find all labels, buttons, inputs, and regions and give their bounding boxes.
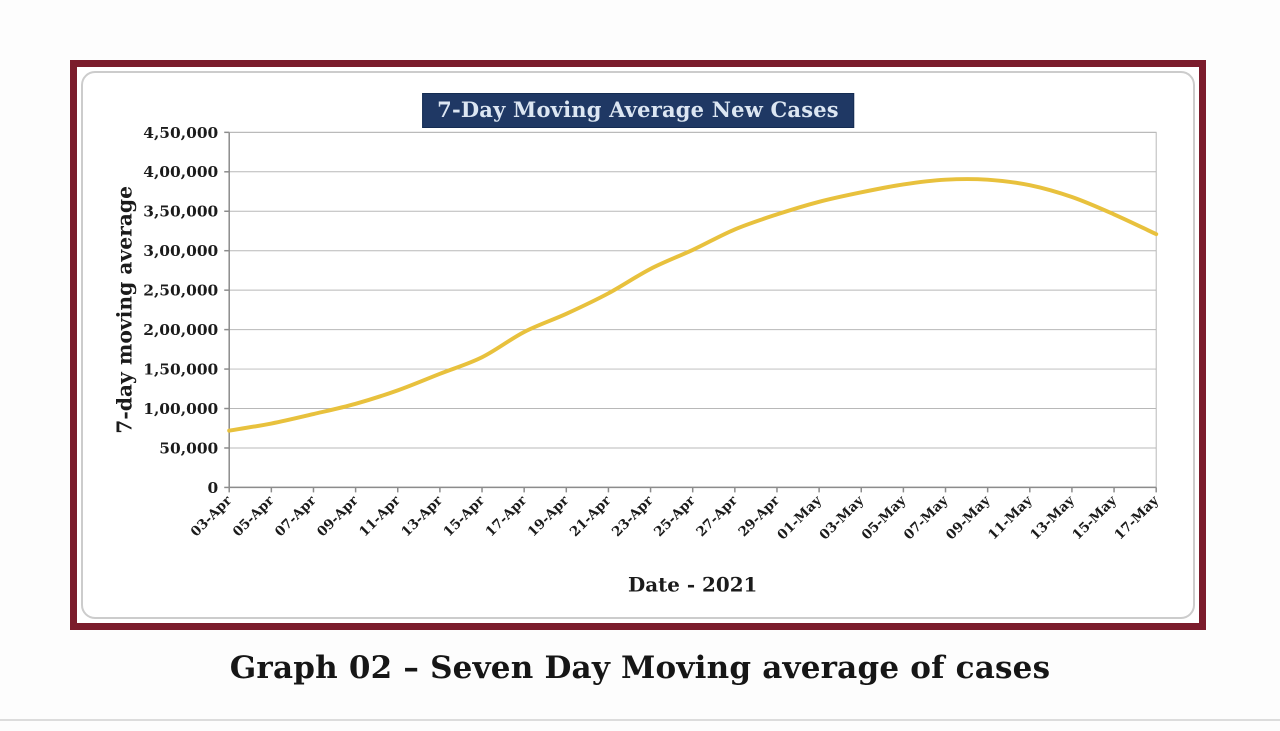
plot-border <box>228 131 1157 488</box>
x-tick-label: 27-Apr <box>693 492 741 540</box>
y-tick-label: 1,00,000 <box>143 400 218 418</box>
y-tick-label: 4,00,000 <box>143 163 218 181</box>
y-axis-title: 7-day moving average <box>113 186 137 434</box>
x-tick-label: 15-May <box>1069 492 1121 543</box>
x-tick-label: 09-May <box>943 492 995 543</box>
x-tick-label: 13-Apr <box>398 492 446 540</box>
x-tick-label: 19-Apr <box>525 492 573 540</box>
x-tick-label: 07-May <box>901 492 953 543</box>
y-tick-label: 3,00,000 <box>143 242 218 260</box>
y-tick-label: 2,50,000 <box>143 282 218 300</box>
chart-title-box: 7-Day Moving Average New Cases <box>422 93 854 128</box>
x-tick-label: 13-May <box>1027 492 1079 543</box>
x-tick-label: 05-May <box>859 492 911 543</box>
y-tick-label: 0 <box>208 479 219 497</box>
x-tick-label: 03-May <box>816 492 868 543</box>
x-tick-label: 11-Apr <box>356 492 404 540</box>
x-axis-title: Date - 2021 <box>628 572 757 596</box>
y-tick-label: 50,000 <box>159 439 218 457</box>
chart-frame: 7-Day Moving Average New Cases 0 50,000 1,… <box>70 60 1206 630</box>
x-tick-label: 17-Apr <box>483 492 531 540</box>
x-tick-label: 17-May <box>1111 492 1163 543</box>
chart-title-text: 7-Day Moving Average New Cases <box>437 97 839 122</box>
bottom-divider <box>0 719 1280 721</box>
y-tick-label: 3,50,000 <box>143 203 218 221</box>
y-tick-label: 1,50,000 <box>143 361 218 379</box>
y-tick-label: 4,50,000 <box>143 124 218 142</box>
x-tick-label: 21-Apr <box>567 492 615 540</box>
x-tick-label: 05-Apr <box>230 492 278 540</box>
y-tick-label: 2,00,000 <box>143 321 218 339</box>
chart-panel: 7-Day Moving Average New Cases 0 50,000 1,… <box>81 71 1195 619</box>
figure-caption: Graph 02 – Seven Day Moving average of c… <box>229 650 1051 686</box>
series-line <box>227 177 1159 433</box>
x-tick-label: 25-Apr <box>651 492 699 540</box>
line-chart: 0 50,000 1,00,000 1,50,000 2,00,000 2,50,000 3… <box>113 124 1163 596</box>
x-tick-label: 03-Apr <box>188 492 236 540</box>
x-tick-label: 09-Apr <box>314 492 362 540</box>
x-tick-label: 07-Apr <box>272 492 320 540</box>
x-tick-label: 23-Apr <box>609 492 657 540</box>
plot-area-wrap: 0 50,000 1,00,000 1,50,000 2,00,000 2,50,000 3… <box>83 73 1193 617</box>
x-tick-label: 11-May <box>985 492 1037 543</box>
x-tick-label: 01-May <box>774 492 826 543</box>
x-tick-label: 15-Apr <box>440 492 488 540</box>
